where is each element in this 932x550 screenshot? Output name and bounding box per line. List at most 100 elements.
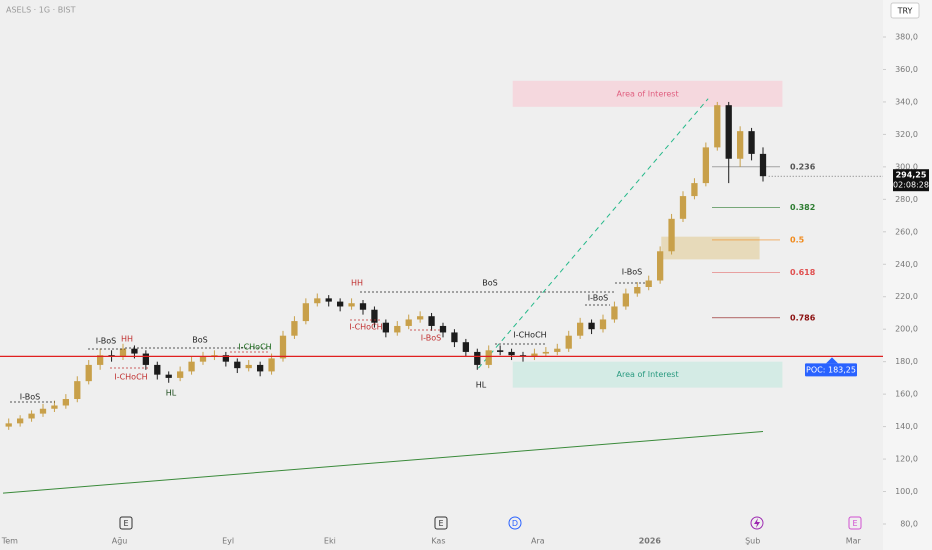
candle-body — [359, 303, 367, 310]
event-icon[interactable] — [119, 516, 133, 530]
countdown: 02:08:28 — [893, 181, 929, 190]
y-tick-label: 180,0 — [895, 357, 918, 366]
candle-body — [645, 280, 652, 287]
event-icon[interactable] — [508, 516, 522, 530]
candle-body — [177, 371, 184, 378]
zone — [661, 236, 760, 260]
candle-body — [188, 361, 195, 372]
zone-label: Area of Interest — [617, 370, 679, 379]
candle-body — [577, 322, 584, 336]
poc-pointer — [826, 357, 838, 364]
candle-body — [611, 306, 618, 320]
candle-body — [394, 325, 401, 333]
x-tick-label: Mar — [846, 537, 862, 546]
candle-body — [39, 408, 47, 414]
price-axis — [883, 0, 932, 550]
candle-body — [382, 322, 389, 333]
y-tick-label: 160,0 — [895, 390, 918, 399]
candle-body — [657, 251, 664, 281]
structure-label: HL — [166, 389, 177, 398]
candle-body — [5, 423, 12, 427]
candle-body — [279, 335, 287, 359]
event-icon[interactable] — [434, 516, 448, 530]
y-tick-label: 280,0 — [895, 195, 918, 204]
event-icon[interactable] — [848, 516, 862, 530]
x-tick-label: Ara — [531, 537, 545, 546]
structure-label: I-CHoCH — [114, 373, 147, 382]
last-price-box — [893, 169, 929, 192]
candle-body — [691, 183, 698, 197]
structure-label: I-BoS — [588, 294, 608, 303]
candle-body — [462, 342, 469, 352]
candle-body — [62, 399, 69, 406]
zone — [512, 80, 783, 107]
event-label[interactable]: E — [438, 519, 443, 528]
x-tick-label: Ağu — [112, 537, 128, 546]
structure-label: I-CHoCH — [513, 331, 546, 340]
currency[interactable]: TRY — [897, 7, 913, 16]
candle-body — [119, 348, 127, 357]
candle-body — [142, 353, 149, 365]
currency-button[interactable] — [890, 2, 920, 19]
candle-body — [417, 316, 424, 320]
candle-body — [588, 322, 595, 330]
y-tick-label: 300,0 — [895, 162, 918, 171]
last-price: 294,25 — [896, 171, 927, 180]
x-tick-label: Kas — [431, 537, 445, 546]
x-tick-label: Tem — [1, 537, 18, 546]
zone — [512, 361, 783, 388]
candle-body — [622, 293, 629, 307]
event-label[interactable]: D — [512, 519, 518, 528]
candle-body — [497, 350, 504, 352]
y-tick-label: 380,0 — [895, 33, 918, 42]
y-tick-label: 100,0 — [895, 487, 918, 496]
fib-label: 0.5 — [790, 235, 805, 244]
x-tick-label: Eyl — [222, 537, 234, 546]
candle-body — [348, 303, 355, 307]
structure-label: I-BoS — [622, 268, 642, 277]
event-label[interactable]: E — [123, 519, 128, 528]
candle-body — [154, 364, 161, 375]
candle-body — [314, 298, 321, 304]
structure-lines — [10, 282, 645, 403]
y-tick-label: 120,0 — [895, 455, 918, 464]
zone-label: Area of Interest — [617, 89, 679, 98]
candle-body — [668, 218, 675, 252]
y-tick-label: 140,0 — [895, 422, 918, 431]
candle-body — [565, 335, 572, 349]
candle-body — [634, 286, 641, 294]
events: E E D E — [119, 516, 862, 530]
candle-body — [165, 374, 172, 378]
candle-body — [325, 298, 332, 302]
candle-body — [257, 364, 264, 372]
event-label[interactable]: E — [852, 519, 857, 528]
candle-body — [439, 325, 447, 333]
structure-label: I-CHoCH — [238, 343, 271, 352]
event-icon[interactable] — [750, 516, 764, 530]
candle-body — [302, 303, 309, 322]
y-tick-label: 200,0 — [895, 325, 918, 334]
structure-label: HH — [351, 279, 363, 288]
candle-body — [428, 316, 435, 326]
candle-body — [291, 321, 298, 336]
plot: 80,0 100,0 120,0 140,0 160,0 180,0 200,0 220,0 2… — [0, 33, 929, 546]
x-tick-label: 2026 — [639, 537, 662, 546]
candle-body — [737, 131, 744, 159]
structure-labels: I-BoS I-BoS HH BoS I-CHoCH HL I-CHoCH HH… — [20, 268, 642, 402]
y-tick-label: 320,0 — [895, 130, 918, 139]
fib-label: 0.618 — [790, 268, 816, 277]
candle-body — [748, 131, 755, 154]
structure-label: BoS — [482, 279, 497, 288]
candle-body — [531, 353, 538, 357]
poc-box — [805, 363, 857, 377]
candle-body — [405, 319, 412, 326]
y-tick-label: 220,0 — [895, 292, 918, 301]
structure-label: I-BoS — [20, 393, 40, 402]
candle-body — [337, 301, 344, 307]
candle-body — [451, 332, 458, 343]
structure-label: I-CHoCH — [349, 323, 382, 332]
candle-body — [74, 381, 81, 400]
candle-body — [542, 351, 549, 354]
candle-body — [759, 153, 767, 177]
y-tick-label: 360,0 — [895, 65, 918, 74]
